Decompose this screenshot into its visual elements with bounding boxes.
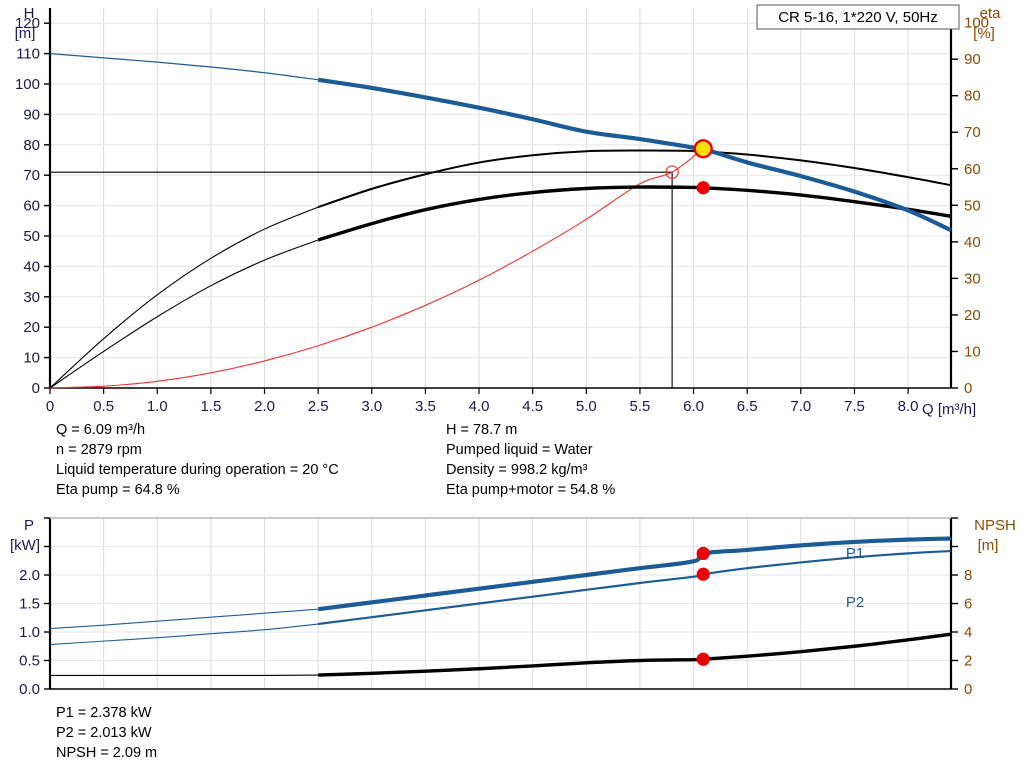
- x-tick-label: 0: [46, 398, 54, 415]
- top-chart-ticks: 0 0.5 1.0 1.5 2.0 2.5 3.0 3.5 4.0 4.5 5.0 5.5 6.0 6.5…: [15, 15, 989, 415]
- h-tick-label: 0: [32, 380, 40, 397]
- info-density: Density = 998.2 kg/m³: [446, 460, 615, 480]
- x-tick-label: 0.5: [93, 398, 114, 415]
- curves: [50, 54, 951, 388]
- p-axis-title-unit: [kW]: [10, 537, 40, 554]
- power-npsh-chart: 0.0 0.5 1.0 1.5 2.0 0 2 4 6 8 P1 P2 P [kW] NPSH […: [0, 512, 1024, 702]
- info-temp: Liquid temperature during operation = 20…: [56, 460, 339, 480]
- eta-tick-label: 20: [964, 307, 981, 324]
- x-tick-label: 4.5: [522, 398, 543, 415]
- h-tick-label: 80: [23, 137, 40, 154]
- eta-tick-label: 0: [964, 380, 972, 397]
- p-tick-label: 0.0: [19, 681, 40, 698]
- p2-curve-thick: [318, 551, 951, 624]
- h-tick-label: 50: [23, 228, 40, 245]
- duty-point-marker[interactable]: [695, 140, 712, 157]
- h-axis-title-symbol: H: [24, 5, 35, 22]
- p1-curve-thin: [50, 609, 318, 628]
- eta-tick-label: 50: [964, 197, 981, 214]
- h-axis-title-unit: [m]: [15, 25, 36, 42]
- bottom-duty-markers: [697, 547, 710, 666]
- x-tick-label: 3.0: [361, 398, 382, 415]
- npsh-tick-label: 6: [964, 596, 972, 613]
- p2-curve-label: P2: [846, 594, 864, 611]
- info-q: Q = 6.09 m³/h: [56, 420, 339, 440]
- p-tick-label: 1.5: [19, 596, 40, 613]
- info-eta-pump-motor: Eta pump+motor = 54.8 %: [446, 480, 615, 500]
- eta-pump-motor-marker: [697, 181, 710, 194]
- h-tick-label: 90: [23, 106, 40, 123]
- x-tick-label: 5.0: [576, 398, 597, 415]
- h-tick-label: 40: [23, 258, 40, 275]
- info-eta-pump: Eta pump = 64.8 %: [56, 480, 339, 500]
- head-curve-thin: [50, 54, 318, 80]
- info-h: H = 78.7 m: [446, 420, 615, 440]
- eta-tick-label: 40: [964, 234, 981, 251]
- x-tick-label: 6.5: [737, 398, 758, 415]
- x-tick-label: 8.0: [898, 398, 919, 415]
- p1-curve-label: P1: [846, 545, 864, 562]
- duty-info-left: Q = 6.09 m³/h n = 2879 rpm Liquid temper…: [56, 420, 339, 500]
- eta-tick-label: 60: [964, 161, 981, 178]
- info-npsh: NPSH = 2.09 m: [56, 743, 157, 763]
- x-tick-label: 1.0: [147, 398, 168, 415]
- x-tick-label: 5.5: [630, 398, 651, 415]
- p1-duty-marker: [697, 547, 710, 560]
- h-tick-label: 100: [15, 76, 40, 93]
- npsh-tick-label: 2: [964, 653, 972, 670]
- info-p2: P2 = 2.013 kW: [56, 723, 157, 743]
- x-tick-label: 2.0: [254, 398, 275, 415]
- h-tick-label: 30: [23, 289, 40, 306]
- p-tick-label: 1.0: [19, 624, 40, 641]
- head-curve-thick: [318, 80, 951, 230]
- x-tick-label: 4.0: [469, 398, 490, 415]
- h-tick-label: 70: [23, 167, 40, 184]
- info-p1: P1 = 2.378 kW: [56, 703, 157, 723]
- npsh-axis-title-symbol: NPSH: [974, 517, 1016, 534]
- x-tick-label: 2.5: [308, 398, 329, 415]
- p2-curve-thin: [50, 624, 318, 645]
- eta-tick-label: 80: [964, 88, 981, 105]
- q-axis-title: Q [m³/h]: [922, 401, 976, 418]
- h-tick-label: 110: [16, 46, 40, 63]
- p2-duty-marker: [697, 568, 710, 581]
- h-tick-label: 60: [23, 198, 40, 215]
- pump-curve-page: 0 0.5 1.0 1.5 2.0 2.5 3.0 3.5 4.0 4.5 5.0 5.5 6.0 6.5…: [0, 0, 1024, 781]
- eta-axis-title-unit: [%]: [973, 25, 995, 42]
- eta-tick-label: 70: [964, 124, 981, 141]
- p-tick-label: 2.0: [19, 567, 40, 584]
- x-tick-label: 7.0: [790, 398, 811, 415]
- title-box: CR 5-16, 1*220 V, 50Hz: [757, 5, 959, 29]
- npsh-duty-marker: [697, 653, 710, 666]
- x-tick-label: 6.0: [683, 398, 704, 415]
- eta-tick-label: 30: [964, 270, 981, 287]
- eta-pump-motor-curve-thick: [318, 187, 951, 240]
- npsh-tick-label: 0: [964, 681, 972, 698]
- info-liquid: Pumped liquid = Water: [446, 440, 615, 460]
- x-tick-label: 1.5: [200, 398, 221, 415]
- eta-tick-label: 10: [964, 343, 981, 360]
- h-tick-label: 20: [23, 319, 40, 336]
- x-tick-label: 7.5: [844, 398, 865, 415]
- duty-guide-lines: [50, 172, 672, 388]
- npsh-tick-label: 8: [964, 567, 972, 584]
- p-tick-label: 0.5: [19, 653, 40, 670]
- bottom-curves: [50, 539, 951, 676]
- duty-info-right: H = 78.7 m Pumped liquid = Water Density…: [446, 420, 615, 500]
- npsh-tick-label: 4: [964, 624, 972, 641]
- eta-pump-curve-thick: [318, 150, 951, 207]
- eta-tick-label: 90: [964, 51, 981, 68]
- power-info: P1 = 2.378 kW P2 = 2.013 kW NPSH = 2.09 …: [56, 703, 157, 763]
- p-axis-title-symbol: P: [24, 517, 34, 534]
- eta-axis-title-symbol: eta: [980, 5, 1002, 22]
- x-tick-label: 3.5: [415, 398, 436, 415]
- info-n: n = 2879 rpm: [56, 440, 339, 460]
- head-eta-chart: 0 0.5 1.0 1.5 2.0 2.5 3.0 3.5 4.0 4.5 5.0 5.5 6.0 6.5…: [0, 0, 1024, 418]
- npsh-axis-title-unit: [m]: [978, 537, 999, 554]
- npsh-curve-thick: [318, 634, 951, 675]
- h-tick-label: 10: [23, 350, 40, 367]
- eta-pump-motor-curve-thin: [50, 240, 318, 388]
- title-box-label: CR 5-16, 1*220 V, 50Hz: [778, 9, 938, 26]
- system-curve: [50, 149, 703, 388]
